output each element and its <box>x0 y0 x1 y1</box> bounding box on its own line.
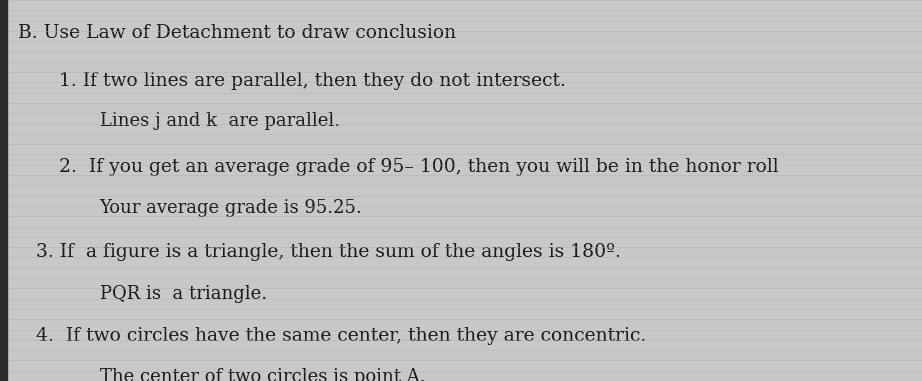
Text: B. Use Law of Detachment to draw conclusion: B. Use Law of Detachment to draw conclus… <box>18 24 456 42</box>
Text: 2.  If you get an average grade of 95– 100, then you will be in the honor roll: 2. If you get an average grade of 95– 10… <box>59 158 778 176</box>
Text: The center of two circles is point A.: The center of two circles is point A. <box>100 368 425 381</box>
Text: PQR is  a triangle.: PQR is a triangle. <box>100 285 266 303</box>
Text: 1. If two lines are parallel, then they do not intersect.: 1. If two lines are parallel, then they … <box>59 72 566 90</box>
Text: 4.  If two circles have the same center, then they are concentric.: 4. If two circles have the same center, … <box>36 327 646 345</box>
Text: 3. If  a figure is a triangle, then the sum of the angles is 180º.: 3. If a figure is a triangle, then the s… <box>36 243 621 261</box>
Text: Your average grade is 95.25.: Your average grade is 95.25. <box>100 199 362 217</box>
Text: Lines j and k  are parallel.: Lines j and k are parallel. <box>100 112 339 130</box>
